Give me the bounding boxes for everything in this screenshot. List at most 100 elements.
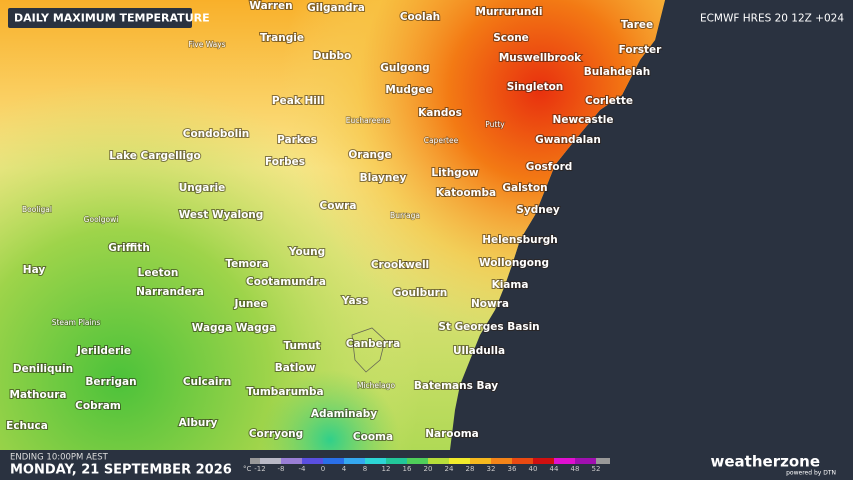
legend-tick-label: -12: [254, 465, 265, 473]
small-town-label: Five Ways: [188, 40, 225, 49]
town-label: Kiama: [492, 279, 529, 291]
town-label: Gulgong: [380, 62, 429, 74]
small-town-label: Michelago: [357, 381, 395, 390]
town-label: Griffith: [108, 242, 150, 254]
town-label: Murrurundi: [476, 6, 543, 18]
legend-tick-label: 44: [550, 465, 559, 473]
legend-swatch: [575, 458, 596, 464]
town-label: Gilgandra: [307, 2, 365, 14]
town-label: Albury: [179, 417, 218, 429]
town-label: Scone: [493, 32, 529, 44]
town-label: Cobram: [75, 400, 121, 412]
title-badge: [8, 8, 192, 28]
town-label: Deniliquin: [13, 363, 73, 375]
legend-swatch: [323, 458, 344, 464]
model-badge: [700, 8, 845, 28]
town-label: Warren: [249, 0, 292, 12]
town-label: Batlow: [275, 362, 316, 374]
model: ECMWF HRES 20 12Z +024: [700, 13, 844, 25]
town-label: Hay: [23, 264, 46, 276]
town-label: Wollongong: [479, 257, 549, 269]
town-label: Dubbo: [313, 50, 351, 62]
town-label: Canberra: [346, 338, 400, 350]
town-label: Echuca: [6, 420, 48, 432]
town-label: Trangie: [260, 32, 304, 44]
legend-tick-label: -8: [278, 465, 285, 473]
legend: -12 -8 -4 0 4 8 12 16 20 24 28 32 36 40 44 48 52: [250, 458, 610, 473]
town-label: Culcairn: [183, 376, 231, 388]
town-label: Kandos: [418, 107, 462, 119]
town-label: Muswellbrook: [499, 52, 582, 64]
town-label: Berrigan: [85, 376, 136, 388]
town-label: Katoomba: [436, 187, 496, 199]
small-town-label: Putty: [485, 120, 505, 129]
legend-tick-label: 16: [403, 465, 412, 473]
town-label: Sydney: [516, 204, 560, 216]
legend-tick-label: 4: [342, 465, 347, 473]
town-label: Peak Hill: [272, 95, 324, 107]
town-label: Young: [288, 246, 325, 258]
legend-tick-label: 52: [592, 465, 601, 473]
town-label: Condobolin: [183, 128, 250, 140]
town-label: Orange: [348, 149, 391, 161]
town-label: Jerilderie: [76, 345, 131, 357]
small-town-label: Steam Plains: [52, 318, 101, 327]
town-label: Wagga Wagga: [192, 322, 276, 334]
brand: weatherzone: [711, 453, 820, 471]
town-label: St Georges Basin: [438, 321, 539, 333]
small-town-label: Capertee: [424, 136, 459, 145]
legend-swatch: [386, 458, 407, 464]
town-label: Gwandalan: [535, 134, 601, 146]
town-label: West Wyalong: [179, 209, 264, 221]
town-label: Crookwell: [371, 259, 429, 271]
town-label: Lake Cargelligo: [109, 150, 200, 162]
town-label: Newcastle: [553, 114, 614, 126]
small-town-label: Burraga: [390, 211, 420, 220]
town-label: Corlette: [585, 95, 633, 107]
title: DAILY MAXIMUM TEMPERATURE: [14, 12, 210, 25]
legend-swatch: [344, 458, 365, 464]
town-label: Temora: [225, 258, 268, 270]
act-border: [351, 327, 386, 373]
date: MONDAY, 21 SEPTEMBER 2026: [10, 463, 232, 478]
town-label: Taree: [621, 19, 653, 31]
legend-tick-label: 0: [321, 465, 325, 473]
legend-tick-label: -4: [299, 465, 307, 473]
town-label: Batemans Bay: [414, 380, 498, 392]
town-label: Junee: [233, 298, 267, 310]
legend-swatch: [428, 458, 449, 464]
town-label: Narrandera: [136, 286, 204, 298]
town-label: Mudgee: [385, 84, 432, 96]
town-label: Cootamundra: [246, 276, 326, 288]
legend-swatch: [365, 458, 386, 464]
town-label: Narooma: [425, 428, 479, 440]
legend-tick-label: 20: [424, 465, 433, 473]
town-label: Gosford: [526, 161, 573, 173]
legend-tick-label: 12: [382, 465, 391, 473]
town-label: Tumut: [284, 340, 321, 352]
legend-tick-label: 48: [571, 465, 580, 473]
legend-tick-label: 36: [508, 465, 517, 473]
legend-swatch: [449, 458, 470, 464]
town-label: Galston: [502, 182, 547, 194]
town-label: Lithgow: [431, 167, 479, 179]
legend-swatch: [491, 458, 512, 464]
small-town-label: Goolgowi: [84, 215, 119, 224]
town-label: Goulburn: [393, 287, 448, 299]
legend-swatch: [281, 458, 302, 464]
powered-by: powered by DTN: [786, 470, 836, 477]
town-label: Leeton: [138, 267, 179, 279]
legend-cap: [250, 458, 260, 464]
town-label: Yass: [341, 295, 368, 307]
town-label: Bulahdelah: [584, 66, 650, 78]
legend-tick-label: 28: [466, 465, 475, 473]
legend-tick-label: 24: [445, 465, 454, 473]
town-label: Forbes: [265, 156, 305, 168]
legend-tick-label: 40: [529, 465, 538, 473]
legend-swatch: [470, 458, 491, 464]
legend-cap: [596, 458, 610, 464]
town-label: Nowra: [471, 298, 509, 310]
town-label: Cowra: [320, 200, 357, 212]
legend-tick-label: 32: [487, 465, 496, 473]
